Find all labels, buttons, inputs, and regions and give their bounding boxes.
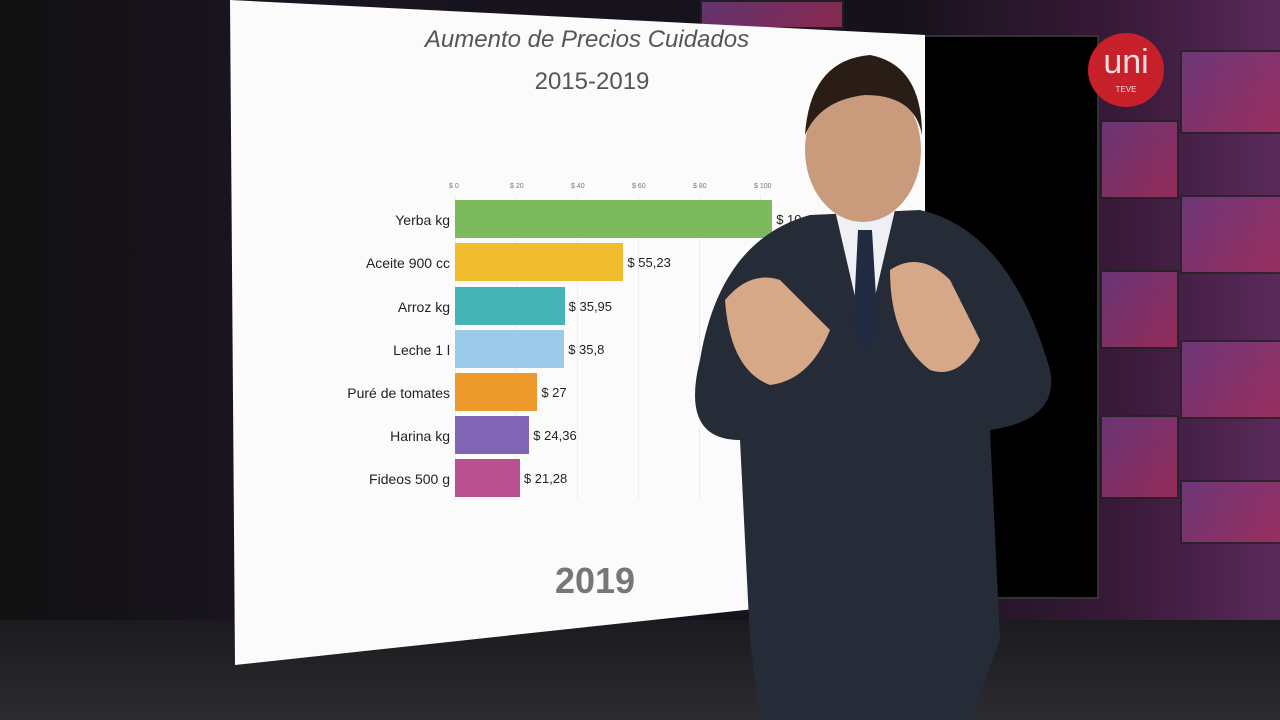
studio-panel	[1180, 480, 1280, 544]
x-tick-label: $ 0	[449, 183, 459, 190]
bar	[455, 459, 520, 497]
logo-subtext: TEVE	[1115, 85, 1137, 94]
bar	[455, 200, 773, 238]
value-label: $ 35,8	[568, 342, 605, 357]
studio-panel	[1100, 120, 1179, 199]
studio-panel	[1100, 270, 1179, 349]
logo-text: uni	[1103, 43, 1149, 81]
category-label: Leche 1 l	[393, 342, 450, 358]
bar	[455, 373, 538, 411]
x-tick-label: $ 60	[632, 183, 646, 190]
bar	[455, 243, 624, 281]
presenter	[695, 55, 1052, 720]
value-label: $ 27	[541, 385, 567, 400]
studio-panel	[1180, 340, 1280, 419]
studio-floor	[0, 620, 1280, 720]
value-label: $ 21,28	[523, 471, 568, 486]
x-tick-label: $ 40	[571, 183, 585, 190]
bar	[455, 287, 565, 325]
gridline	[577, 195, 578, 500]
chart-title: Aumento de Precios Cuidados	[424, 26, 750, 53]
channel-logo: uni TEVE	[1088, 33, 1164, 107]
category-label: Aceite 900 cc	[365, 255, 450, 271]
category-label: Fideos 500 g	[369, 471, 450, 487]
category-label: Harina kg	[390, 428, 450, 444]
studio-panel	[1100, 415, 1179, 499]
value-label: $ 24,36	[533, 428, 577, 443]
x-tick-label: $ 80	[693, 183, 707, 190]
bar	[455, 330, 565, 368]
chart-subtitle: 2015-2019	[534, 68, 650, 95]
x-tick-label: $ 100	[754, 183, 772, 190]
x-tick-label: $ 20	[510, 183, 524, 190]
gridline	[699, 195, 700, 500]
studio-panel	[1180, 50, 1280, 134]
value-label: $ 35,95	[568, 299, 613, 314]
category-label: Puré de tomates	[347, 385, 450, 401]
gridline	[638, 195, 639, 500]
studio-panel	[1180, 195, 1280, 274]
period-label: 2019	[554, 560, 636, 601]
value-label: $ 55,23	[627, 255, 671, 270]
bar	[455, 416, 530, 454]
category-label: Arroz kg	[397, 299, 450, 315]
category-label: Yerba kg	[395, 212, 450, 228]
